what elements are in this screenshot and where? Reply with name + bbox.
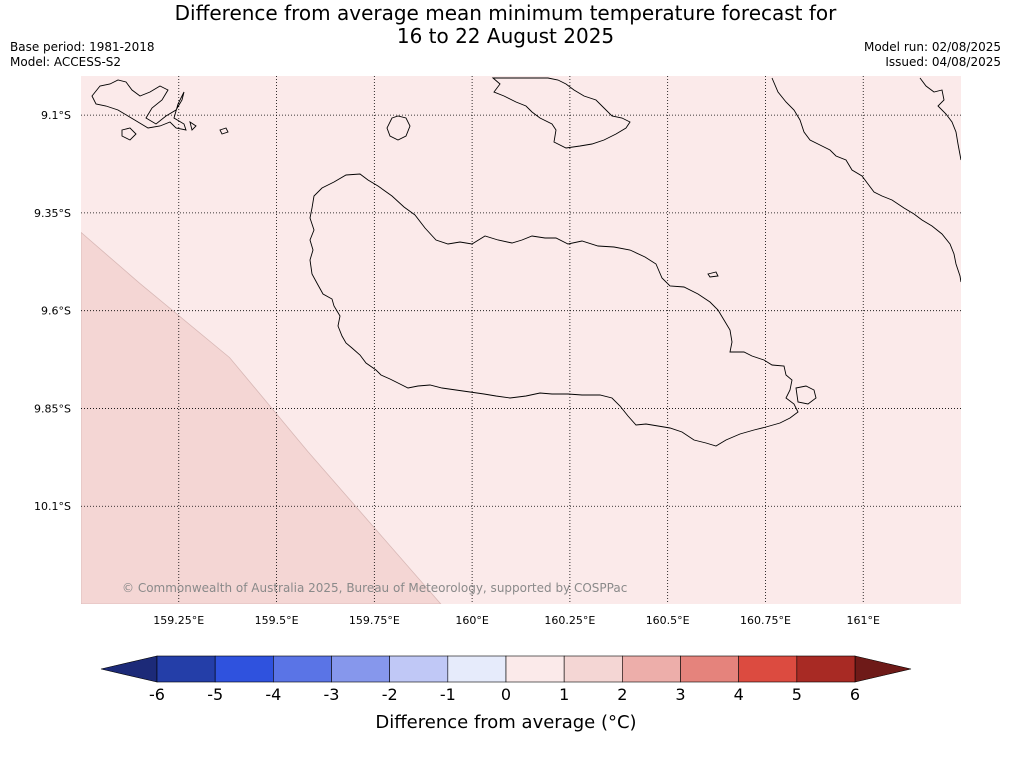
longitude-label: 161°E: [846, 614, 879, 627]
coastline-malaita-north: [919, 77, 961, 161]
colorbar-swatch: [796, 655, 856, 683]
longitude-label: 159.5°E: [255, 614, 299, 627]
colorbar: -6 -5 -4 -3 -2 -1 0 1 2 3 4 5 6 Difference from aver…: [100, 655, 912, 733]
latitude-label: 9.1°S: [41, 109, 71, 122]
colorbar-swatch: [738, 655, 798, 683]
colorbar-tick-label: 4: [734, 685, 744, 704]
longitude-label: 160.5°E: [646, 614, 690, 627]
coastline-marau-islets: [795, 385, 817, 405]
coastline-guadalcanal: [309, 173, 799, 447]
colorbar-swatch: [273, 655, 332, 683]
coastline-small-island-3: [189, 120, 197, 131]
coastline: [91, 77, 961, 447]
colorbar-swatch: [563, 655, 623, 683]
colorbar-tick-label: 3: [675, 685, 685, 704]
colorbar-tick-label: -5: [207, 685, 223, 704]
colorbar-under-arrow: [100, 655, 158, 683]
latitude-label: 9.35°S: [34, 207, 71, 220]
longitude-label: 160.25°E: [544, 614, 595, 627]
colorbar-over-arrow: [854, 655, 912, 683]
issued-date: Issued: 04/08/2025: [885, 55, 1001, 69]
colorbar-tick-label: -3: [324, 685, 340, 704]
colorbar-tick-label: -2: [382, 685, 398, 704]
latitude-labels: 9.1°S 9.35°S 9.6°S 9.85°S 10.1°S: [34, 109, 71, 513]
colorbar-tick-label: -4: [265, 685, 281, 704]
latitude-label: 9.85°S: [34, 402, 71, 415]
longitude-label: 160°E: [455, 614, 488, 627]
coastline-savo-island: [386, 115, 411, 141]
coastline-small-island-1: [121, 127, 137, 141]
longitude-label: 160.75°E: [740, 614, 791, 627]
colorbar-tick-label: 5: [792, 685, 802, 704]
colorbar-swatch: [447, 655, 507, 683]
longitude-labels: 159.25°E 159.5°E 159.75°E 160°E 160.25°E 160.…: [153, 614, 880, 627]
coastline-florida-islands: [491, 77, 631, 149]
coastline-small-island-2: [219, 127, 229, 135]
colorbar-swatch: [214, 655, 274, 683]
colorbar-tick-label: 6: [850, 685, 860, 704]
graticule: [81, 76, 961, 604]
latitude-label: 10.1°S: [34, 500, 71, 513]
longitude-label: 159.25°E: [153, 614, 204, 627]
map-title-line-2: 16 to 22 August 2025: [396, 24, 615, 48]
colorbar-tick-label: 2: [617, 685, 627, 704]
model-run-date: Model run: 02/08/2025: [863, 40, 1001, 54]
metadata-left: Base period: 1981-2018 Model: ACCESS-S2: [10, 40, 155, 70]
colorbar-swatch: [505, 655, 565, 683]
colorbar-swatch: [389, 655, 449, 683]
coastline-russell-islands: [91, 79, 187, 131]
coastline-malaita: [771, 77, 961, 283]
model-name: Model: ACCESS-S2: [10, 55, 122, 69]
anomaly-region: [81, 231, 442, 604]
metadata-right: Model run: 02/08/2025 Issued: 04/08/2025: [864, 40, 1001, 70]
latitude-label: 9.6°S: [41, 305, 71, 318]
colorbar-tick-label: -1: [440, 685, 456, 704]
colorbar-swatch: [331, 655, 390, 683]
colorbar-tick-label: -6: [149, 685, 165, 704]
copyright-notice: © Commonwealth of Australia 2025, Bureau…: [122, 581, 627, 595]
coastline-small-island-4: [707, 271, 719, 278]
colorbar-title: Difference from average (°C): [375, 712, 636, 733]
colorbar-tick-label: 0: [501, 685, 511, 704]
map-title-line-1: Difference from average mean minimum tem…: [174, 1, 837, 25]
base-period: Base period: 1981-2018: [10, 40, 155, 54]
longitude-label: 159.75°E: [349, 614, 400, 627]
colorbar-swatch: [156, 655, 216, 683]
colorbar-swatch: [622, 655, 681, 683]
colorbar-tick-label: 1: [559, 685, 569, 704]
colorbar-swatch: [680, 655, 739, 683]
